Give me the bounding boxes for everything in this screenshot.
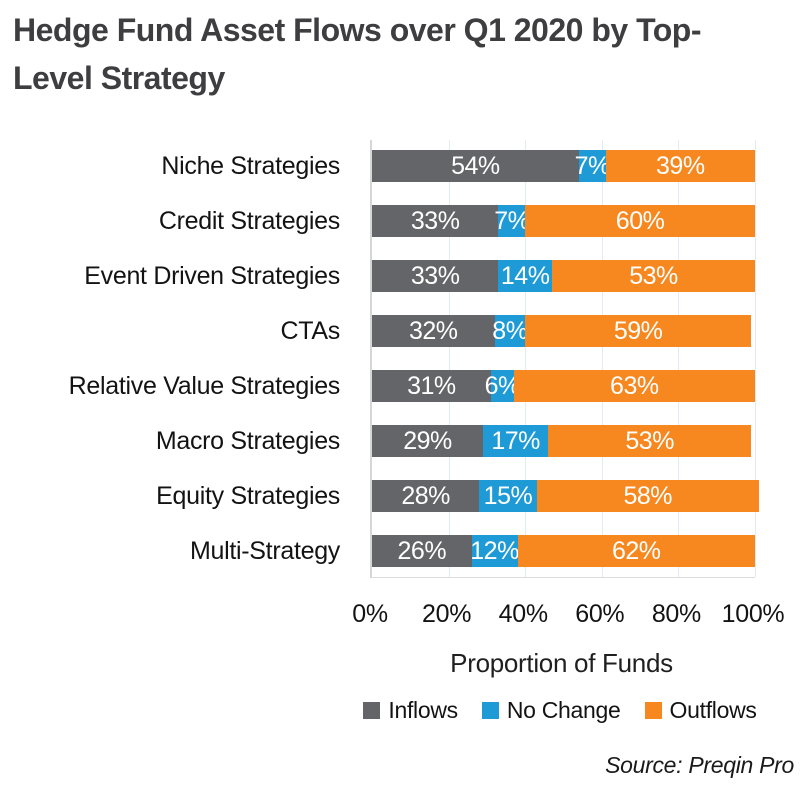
gridline-60% <box>601 140 603 577</box>
category-axis-labels: Niche Strategies Credit Strategies Event D… <box>0 140 355 577</box>
category-label: Relative Value Strategies <box>68 372 341 400</box>
bar-value-label: 12% <box>470 537 519 565</box>
bar-value-label: 53% <box>629 262 678 290</box>
bar-value-label: 59% <box>613 317 663 345</box>
bar-value-label: 53% <box>625 427 674 455</box>
bar-segment-no-change: 6% <box>485 370 520 402</box>
x-tick-label: 80% <box>651 600 701 628</box>
x-axis-title: Proportion of Funds <box>450 647 673 678</box>
gridline-40% <box>525 140 527 577</box>
bar-value-label: 17% <box>491 427 540 455</box>
bar-segment-outflows: 62% <box>517 535 755 567</box>
category-label: CTAs <box>280 317 341 345</box>
bar-segment-outflows: 39% <box>605 150 755 182</box>
bar-value-label: 7% <box>574 152 611 180</box>
bar-segment-outflows: 58% <box>536 480 759 512</box>
bar-segment-outflows: 53% <box>548 425 752 457</box>
bar-segment-outflows: 59% <box>525 315 752 347</box>
category-label: Equity Strategies <box>156 482 340 510</box>
bar-segment-no-change: 8% <box>492 315 528 347</box>
bar-segment-outflows: 53% <box>551 260 755 292</box>
legend: Inflows No Change Outflows <box>330 695 790 725</box>
bar-row: 33% 7% 60% <box>372 205 755 237</box>
bar-segment-no-change: 14% <box>498 260 552 292</box>
bar-value-label: 7% <box>494 207 530 235</box>
bar-segment-no-change: 12% <box>470 535 519 567</box>
bar-value-label: 63% <box>610 372 659 400</box>
bar-value-label: 28% <box>401 482 450 510</box>
bar-segment-inflows: 32% <box>372 315 495 347</box>
bar-row: 29% 17% 53% <box>372 425 755 457</box>
bar-segment-inflows: 54% <box>372 150 579 182</box>
category-label: Event Driven Strategies <box>84 262 340 290</box>
bar-segment-inflows: 28% <box>372 480 480 512</box>
bar-value-label: 8% <box>492 317 528 345</box>
bar-value-label: 60% <box>615 207 665 235</box>
legend-swatch-icon <box>363 701 381 719</box>
gridline-20% <box>448 140 450 577</box>
legend-label: Outflows <box>669 696 757 723</box>
bar-value-label: 15% <box>483 482 533 510</box>
bar-segment-inflows: 33% <box>372 205 499 237</box>
x-tick-label: 100% <box>721 600 785 628</box>
bar-segment-outflows: 63% <box>513 370 755 402</box>
bar-row: 33% 14% 53% <box>372 260 755 292</box>
plot-area: 54% 7% 39% 33% 7% 60% 33% 14% 53% 32% 8% 59% 31% 6% 63… <box>370 140 759 578</box>
x-tick-label: 60% <box>575 600 625 628</box>
bar-value-label: 26% <box>397 537 447 565</box>
category-label: Multi-Strategy <box>189 537 340 565</box>
x-tick-label: 40% <box>498 600 548 628</box>
gridline-100% <box>755 140 756 577</box>
legend-item-no-change: No Change <box>481 696 621 724</box>
bar-value-label: 29% <box>403 427 452 455</box>
x-tick-label: 20% <box>422 600 472 628</box>
bar-row: 32% 8% 59% <box>372 315 755 347</box>
bar-segment-no-change: 17% <box>483 425 549 457</box>
category-label: Credit Strategies <box>158 207 340 235</box>
bar-segment-no-change: 7% <box>494 205 530 237</box>
category-label: Macro Strategies <box>155 427 340 455</box>
bar-value-label: 33% <box>410 262 460 290</box>
category-label: Niche Strategies <box>161 152 340 180</box>
bar-row: 54% 7% 39% <box>372 150 755 182</box>
source-note: Source: Preqin Pro <box>605 752 794 778</box>
bar-segment-outflows: 60% <box>525 205 755 237</box>
bar-value-label: 31% <box>407 372 456 400</box>
bar-value-label: 62% <box>611 537 661 565</box>
bar-row: 31% 6% 63% <box>372 370 755 402</box>
bar-segment-inflows: 26% <box>372 535 472 567</box>
legend-label: No Change <box>506 696 621 723</box>
legend-swatch-icon <box>644 701 662 719</box>
legend-item-outflows: Outflows <box>644 696 757 724</box>
bar-value-label: 32% <box>409 317 458 345</box>
bar-segment-inflows: 31% <box>372 370 491 402</box>
legend-item-inflows: Inflows <box>363 696 458 724</box>
bar-value-label: 54% <box>451 152 500 180</box>
bar-value-label: 39% <box>656 152 705 180</box>
bar-row: 26% 12% 62% <box>372 535 755 567</box>
bar-value-label: 33% <box>410 207 460 235</box>
bar-row: 28% 15% 58% <box>372 480 759 512</box>
legend-label: Inflows <box>388 696 458 723</box>
bar-segment-no-change: 15% <box>479 480 537 512</box>
bar-segment-inflows: 33% <box>372 260 499 292</box>
x-tick-label: 0% <box>352 600 388 628</box>
bar-segment-no-change: 7% <box>575 150 610 182</box>
chart-title: Hedge Fund Asset Flows over Q1 2020 by T… <box>13 12 701 96</box>
bar-value-label: 14% <box>500 262 550 290</box>
legend-swatch-icon <box>481 701 499 719</box>
bar-segment-inflows: 29% <box>372 425 484 457</box>
gridline-80% <box>678 140 680 577</box>
bar-value-label: 58% <box>623 482 672 510</box>
x-axis-ticks: 0% 20% 40% 60% 80% 100% <box>352 600 784 632</box>
